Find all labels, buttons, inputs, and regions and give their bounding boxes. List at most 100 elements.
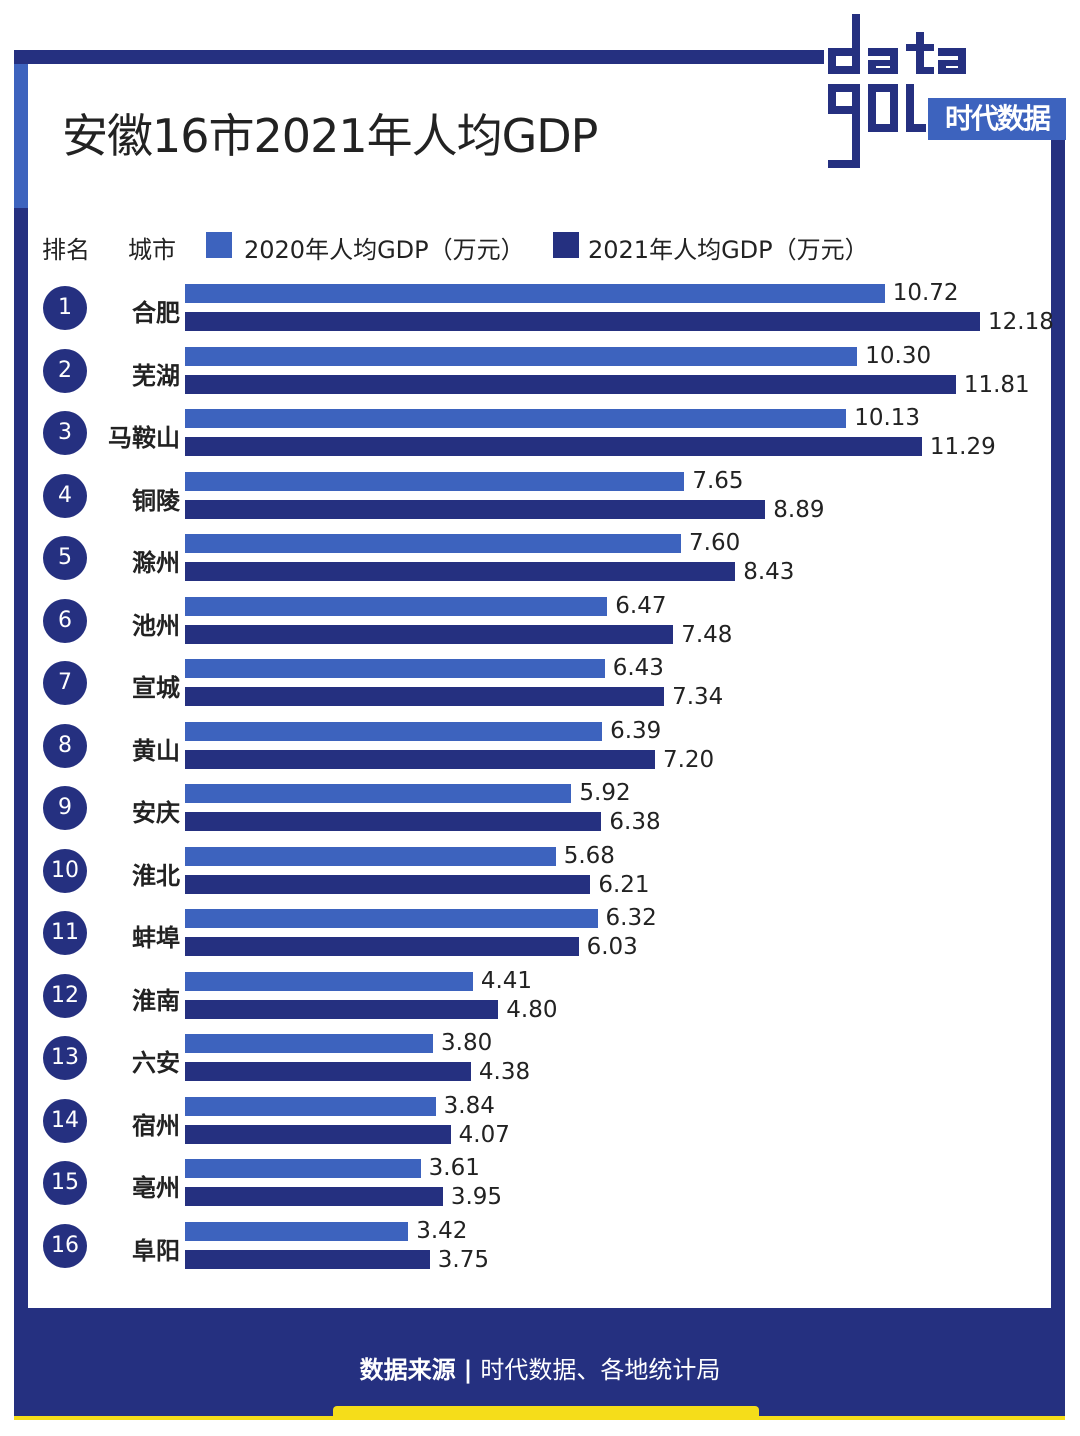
value-label-2020: 3.84 — [443, 1092, 495, 1119]
value-label-2021: 6.21 — [598, 871, 650, 898]
bar-2020 — [185, 659, 605, 678]
value-label-2021: 8.89 — [773, 496, 825, 523]
city-label: 安庆 — [132, 799, 180, 827]
city-label: 池州 — [132, 611, 180, 640]
bar-2021 — [185, 1124, 451, 1144]
value-label-2021: 6.03 — [586, 934, 638, 960]
bar-2021 — [185, 624, 674, 644]
rank-badge: 15 — [43, 1161, 87, 1205]
city-label: 阜阳 — [132, 1236, 180, 1265]
city-label: 亳州 — [132, 1174, 180, 1202]
source-line: 数据来源 | 时代数据、各地统计局 — [0, 1350, 1080, 1385]
value-label-2021: 7.20 — [662, 746, 715, 773]
legend-label-2021: 2021年人均GDP（万元） — [588, 236, 869, 264]
rank-badge: 4 — [43, 473, 87, 518]
city-label: 芜湖 — [132, 361, 180, 390]
value-label-2020: 4.41 — [480, 967, 533, 994]
value-label-2021: 11.81 — [963, 371, 1030, 398]
bar-2021 — [185, 1249, 430, 1269]
value-label-2021: 7.34 — [672, 684, 724, 710]
city-label: 淮北 — [132, 861, 180, 890]
source-separator: | — [463, 1356, 473, 1384]
rank-badge: 11 — [43, 911, 87, 955]
bar-2020 — [185, 534, 682, 553]
rank-badge: 2 — [43, 348, 87, 393]
legend-swatch-2021 — [553, 232, 579, 258]
value-label-2020: 5.92 — [579, 780, 631, 806]
rank-column-header: 排名 — [42, 236, 90, 264]
value-label-2020: 10.72 — [892, 280, 959, 306]
value-label-2021: 3.75 — [437, 1246, 489, 1273]
value-label-2021: 6.38 — [609, 809, 661, 835]
value-label-2020: 6.43 — [612, 655, 664, 681]
value-label-2020: 7.65 — [692, 467, 744, 494]
logo-subtitle: 时代数据 — [928, 98, 1066, 140]
rank-badge: 8 — [43, 723, 87, 768]
bar-2020 — [185, 1034, 434, 1053]
value-label-2020: 3.61 — [428, 1155, 480, 1181]
city-label: 蚌埠 — [132, 924, 180, 952]
city-label: 六安 — [132, 1049, 180, 1077]
bar-2021 — [185, 937, 579, 956]
bar-2020 — [185, 596, 608, 616]
source-label: 数据来源 — [359, 1356, 456, 1384]
bar-2020 — [185, 284, 885, 303]
value-label-2021: 7.48 — [681, 621, 733, 648]
bar-2020 — [185, 1159, 421, 1178]
rank-badge: 14 — [43, 1098, 87, 1143]
rank-badge: 6 — [43, 598, 87, 643]
value-label-2020: 6.32 — [605, 905, 657, 931]
value-label-2020: 6.39 — [610, 717, 662, 744]
rank-badge: 3 — [43, 411, 87, 455]
city-label: 滁州 — [132, 549, 180, 577]
value-label-2020: 3.42 — [416, 1217, 468, 1244]
bar-2021 — [185, 374, 956, 394]
rank-badge: 5 — [43, 536, 87, 580]
bar-2021 — [185, 874, 591, 894]
value-label-2021: 4.07 — [458, 1121, 510, 1148]
bar-2020 — [185, 971, 473, 991]
rank-badge: 13 — [43, 1036, 87, 1080]
value-label-2021: 11.29 — [929, 434, 996, 460]
bar-2021 — [185, 1187, 443, 1206]
bar-2021 — [185, 499, 766, 519]
frame-top — [14, 50, 824, 64]
value-label-2020: 10.30 — [865, 342, 932, 369]
rank-badge: 16 — [43, 1223, 87, 1268]
frame-left-accent — [14, 64, 28, 208]
rank-badge: 10 — [43, 848, 87, 893]
city-label: 宿州 — [132, 1111, 180, 1140]
bar-2021 — [185, 562, 736, 581]
bar-2020 — [185, 346, 858, 366]
bar-2021 — [185, 749, 655, 769]
value-label-2021: 8.43 — [743, 559, 795, 585]
bar-2020 — [185, 909, 598, 928]
bar-2020 — [185, 1096, 436, 1116]
bar-2021 — [185, 1062, 471, 1081]
value-label-2021: 12.18 — [988, 309, 1054, 335]
bar-2021 — [185, 812, 602, 831]
bar-2020 — [185, 784, 572, 803]
bar-2020 — [185, 1221, 409, 1241]
source-text: 时代数据、各地统计局 — [480, 1356, 721, 1384]
city-column-header: 城市 — [128, 236, 176, 264]
city-label: 马鞍山 — [108, 424, 180, 452]
datagoo-logo-icon — [828, 14, 966, 168]
legend-swatch-2020 — [206, 232, 232, 258]
city-label: 黄山 — [132, 736, 180, 765]
rank-badge: 9 — [43, 786, 87, 830]
city-label: 合肥 — [132, 299, 180, 327]
rank-badge: 12 — [43, 973, 87, 1018]
frame-right — [1051, 140, 1065, 1420]
value-label-2021: 4.80 — [506, 996, 558, 1023]
bar-2021 — [185, 312, 980, 331]
bar-2020 — [185, 721, 603, 741]
bar-2020 — [185, 846, 556, 866]
value-label-2021: 3.95 — [450, 1184, 503, 1210]
city-label: 淮南 — [132, 986, 180, 1015]
value-label-2020: 5.68 — [563, 842, 615, 869]
value-label-2020: 7.60 — [689, 530, 741, 556]
value-label-2020: 10.13 — [854, 405, 921, 431]
frame-left — [14, 50, 28, 1420]
bar-2021 — [185, 999, 499, 1019]
